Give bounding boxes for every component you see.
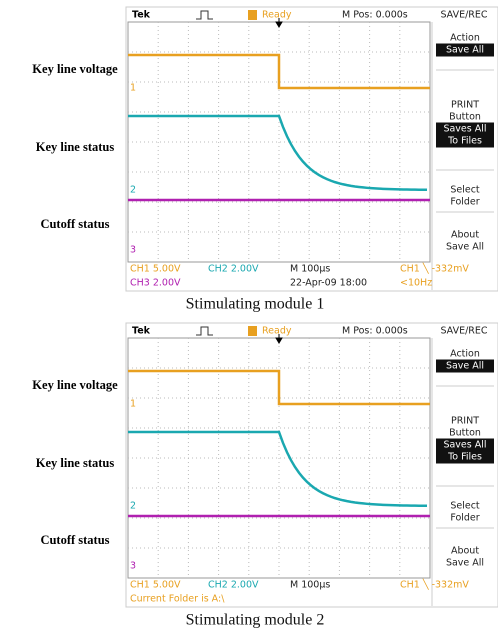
menu-label: About (451, 546, 479, 557)
status-box (248, 326, 257, 336)
menu-value: To Files (447, 136, 482, 147)
position: M Pos: 0.000s (342, 10, 408, 21)
menu-label: Button (449, 112, 481, 123)
menu-value: Save All (446, 361, 484, 372)
footer-text: CH1 ╲ -332mV (400, 263, 469, 275)
position: M Pos: 0.000s (342, 326, 408, 337)
footer-text: M 100µs (290, 580, 330, 591)
signal-label: Cutoff status (40, 533, 109, 547)
status-box (248, 10, 257, 20)
footer-text: CH1 5.00V (130, 264, 181, 275)
channel-marker: 3 (130, 561, 136, 572)
footer-text: CH3 2.00V (130, 278, 181, 289)
status: Ready (262, 326, 292, 337)
menu-label: Folder (450, 513, 479, 524)
menu-value: To Files (447, 452, 482, 463)
menu-label: Button (449, 428, 481, 439)
footer-text: Current Folder is A:\ (130, 594, 225, 605)
menu-title: SAVE/REC (440, 326, 487, 337)
channel-marker: 1 (130, 399, 136, 410)
brand: Tek (132, 326, 151, 337)
channel-marker: 1 (130, 83, 136, 94)
footer-text: CH2 2.00V (208, 264, 259, 275)
menu-label: Folder (450, 197, 479, 208)
caption: Stimulating module 1 (186, 296, 325, 313)
menu-label: About (451, 230, 479, 241)
menu-label: Select (450, 185, 480, 196)
menu-label: PRINT (451, 100, 479, 111)
figure: Key line voltage Key line status Cutoff st… (0, 0, 498, 636)
channel-marker: 3 (130, 245, 136, 256)
menu-value: Save All (446, 45, 484, 56)
signal-label: Key line voltage (32, 62, 118, 76)
menu-label: PRINT (451, 416, 479, 427)
footer-text: 22-Apr-09 18:00 (290, 278, 367, 289)
footer-text: <10Hz (400, 278, 432, 289)
menu-label: Save All (446, 242, 484, 253)
menu-label: Action (450, 349, 480, 360)
channel-marker: 2 (130, 185, 136, 196)
signal-label: Cutoff status (40, 217, 109, 231)
caption: Stimulating module 2 (186, 612, 325, 629)
menu-title: SAVE/REC (440, 10, 487, 21)
signal-label: Key line status (36, 140, 115, 154)
menu-label: Save All (446, 558, 484, 569)
channel-marker: 2 (130, 501, 136, 512)
footer-text: CH1 5.00V (130, 580, 181, 591)
menu-label: Select (450, 501, 480, 512)
status: Ready (262, 10, 292, 21)
signal-label: Key line voltage (32, 378, 118, 392)
footer-text: CH1 ╲ -332mV (400, 579, 469, 591)
menu-label: Action (450, 33, 480, 44)
footer-text: CH2 2.00V (208, 580, 259, 591)
panel: Key line voltage Key line status Cutoff st… (32, 323, 498, 629)
menu-value: Saves All (443, 440, 486, 451)
brand: Tek (132, 10, 151, 21)
signal-label: Key line status (36, 456, 115, 470)
menu-value: Saves All (443, 124, 486, 135)
panel: Key line voltage Key line status Cutoff st… (32, 7, 498, 313)
footer-text: M 100µs (290, 264, 330, 275)
